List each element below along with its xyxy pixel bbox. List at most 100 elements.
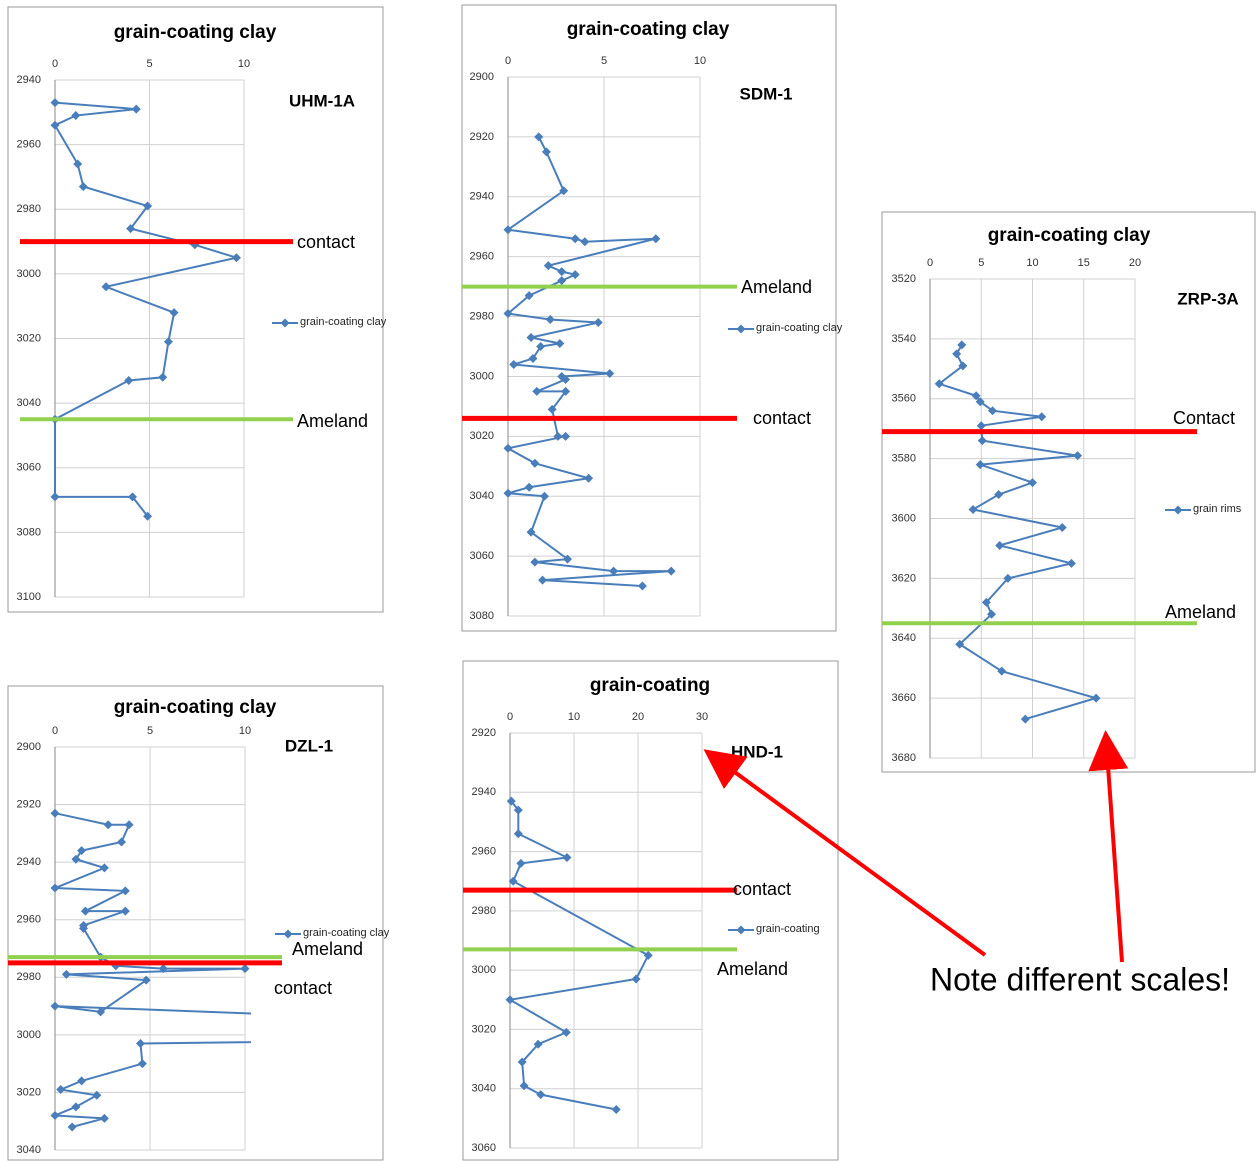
arrow — [703, 749, 987, 957]
well-name: UHM-1A — [289, 91, 355, 110]
data-point — [503, 309, 513, 319]
y-tick-label: 2940 — [17, 74, 41, 86]
x-tick-label: 0 — [927, 257, 933, 269]
x-tick-label: 10 — [1026, 257, 1038, 269]
boundary-label: Ameland — [741, 277, 812, 297]
data-point — [957, 340, 967, 350]
data-point — [570, 270, 580, 280]
data-point — [103, 820, 113, 830]
data-point — [77, 846, 87, 856]
well-name: ZRP-3A — [1177, 289, 1238, 308]
data-point — [609, 566, 619, 576]
data-point — [80, 906, 90, 916]
data-point — [637, 581, 647, 591]
data-point — [580, 237, 590, 247]
legend: grain-coating — [756, 923, 820, 935]
y-tick-label: 2940 — [470, 191, 494, 203]
data-point — [631, 974, 641, 984]
legend: grain rims — [1193, 503, 1241, 515]
legend: grain-coating clay — [303, 927, 390, 939]
legend-label: grain-coating clay — [300, 316, 387, 328]
data-point — [67, 1122, 77, 1132]
y-tick-label: 3000 — [470, 370, 494, 382]
data-point — [127, 492, 137, 502]
boundary-label: contact — [297, 232, 355, 252]
data-point — [563, 554, 573, 564]
chart: grain-coating clay 2900 2920 2940 2960 2980 30… — [7, 685, 390, 1161]
data-point — [958, 361, 968, 371]
data-point — [50, 808, 60, 818]
y-tick-label: 2980 — [17, 203, 41, 215]
y-tick-label: 3060 — [17, 462, 41, 474]
y-tick-label: 3040 — [17, 1144, 41, 1156]
y-tick-label: 3080 — [17, 526, 41, 538]
y-tick-label: 2920 — [17, 798, 41, 810]
x-tick-label: 10 — [239, 725, 251, 737]
data-point — [570, 234, 580, 244]
y-tick-label: 2960 — [17, 139, 41, 151]
y-tick-label: 3680 — [892, 752, 916, 764]
data-point — [526, 333, 536, 343]
data-point — [99, 1113, 109, 1123]
data-point — [536, 1090, 546, 1100]
legend-label: grain-coating clay — [303, 927, 390, 939]
legend-label: grain-coating — [756, 923, 820, 935]
chart: grain-coating clay 3520 3540 3560 3580 3600 36… — [881, 211, 1256, 773]
y-tick-label: 3020 — [17, 332, 41, 344]
data-point — [73, 159, 83, 169]
series — [934, 340, 1101, 724]
x-tick-label: 20 — [632, 711, 644, 723]
x-tick-label: 0 — [52, 58, 58, 70]
data-point — [1066, 558, 1076, 568]
x-tick-label: 5 — [147, 725, 153, 737]
y-tick-label: 3520 — [892, 273, 916, 285]
arrow — [1088, 730, 1129, 963]
data-point — [79, 923, 88, 933]
y-tick-label: 2900 — [470, 71, 494, 83]
y-tick-label: 3040 — [17, 397, 41, 409]
data-point — [1073, 451, 1083, 461]
chart-title: grain-coating clay — [114, 22, 277, 43]
y-tick-label: 2960 — [470, 251, 494, 263]
data-point — [124, 376, 134, 386]
y-tick-label: 2940 — [472, 786, 496, 798]
y-tick-label: 3060 — [472, 1142, 496, 1154]
data-point — [561, 431, 571, 441]
data-point — [126, 224, 136, 234]
data-point — [981, 597, 991, 607]
boundary-label: contact — [753, 408, 811, 428]
data-point — [955, 639, 965, 649]
y-tick-label: 3580 — [892, 453, 916, 465]
x-tick-label: 0 — [507, 711, 513, 723]
data-point — [561, 374, 571, 384]
data-point — [539, 491, 549, 501]
x-tick-label: 10 — [238, 58, 250, 70]
y-tick-label: 2940 — [17, 856, 41, 868]
x-tick-label: 5 — [146, 58, 152, 70]
data-point — [50, 492, 60, 502]
y-tick-label: 3020 — [17, 1086, 41, 1098]
data-point — [50, 1001, 60, 1011]
y-tick-label: 3040 — [472, 1083, 496, 1095]
data-point — [505, 995, 515, 1005]
chart-title: grain-coating clay — [988, 225, 1151, 246]
legend-label: grain-coating clay — [756, 322, 843, 334]
y-tick-label: 3000 — [17, 1029, 41, 1041]
data-point — [1091, 693, 1101, 703]
y-tick-label: 2980 — [17, 971, 41, 983]
y-tick-label: 2960 — [17, 914, 41, 926]
y-tick-label: 3020 — [472, 1023, 496, 1035]
data-point — [975, 460, 985, 470]
data-point — [995, 540, 1005, 550]
well-name: HND-1 — [731, 742, 783, 761]
x-tick-label: 5 — [601, 55, 607, 67]
chart-title: grain-coating clay — [114, 697, 277, 718]
y-tick-label: 2900 — [17, 741, 41, 753]
data-point — [547, 404, 557, 414]
data-point — [651, 234, 661, 244]
y-tick-label: 2980 — [472, 905, 496, 917]
data-point — [508, 876, 518, 886]
x-tick-label: 0 — [52, 725, 58, 737]
legend: grain-coating clay — [300, 316, 387, 328]
y-tick-label: 3080 — [470, 610, 494, 622]
